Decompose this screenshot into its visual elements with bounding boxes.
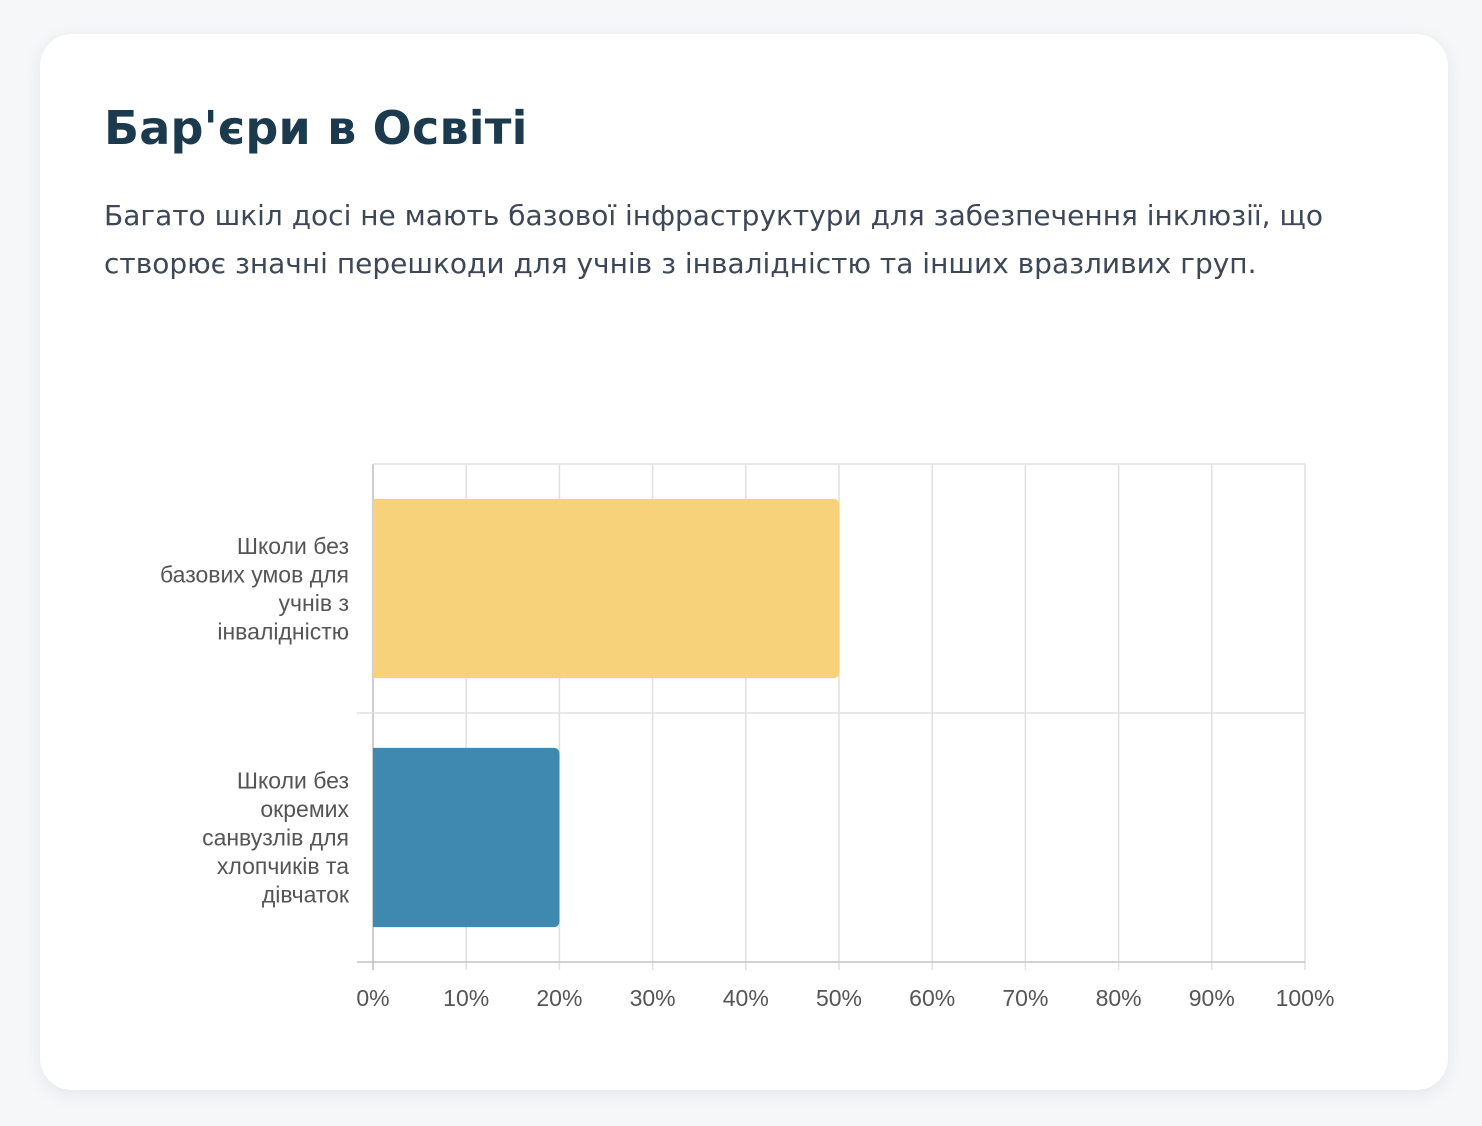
x-tick-label-70: 70% — [1002, 985, 1048, 1011]
x-tick-label-20: 20% — [536, 985, 582, 1011]
bar-2 — [373, 747, 560, 928]
card-description: Багато шкіл досі не мають базової інфрас… — [104, 199, 1323, 280]
category-label-line: базових умов для — [160, 561, 349, 587]
bar-1 — [373, 498, 839, 679]
x-tick-label-0: 0% — [356, 985, 389, 1011]
x-tick-label-30: 30% — [630, 985, 676, 1011]
category-label-1: Школи без базових умов для учнів з інвалідн… — [160, 533, 349, 645]
content-card: Бар'єри в Освіті Багато шкіл досі не маю… — [40, 34, 1448, 1090]
category-label-line: хлопчиків та — [217, 853, 349, 879]
card-title: Бар'єри в Освіті — [104, 101, 528, 155]
category-label-line: санвузлів для — [202, 825, 349, 851]
bar-chart: 0% 10% 20% 30% 40% 50% 60% 70% 80% 90% 100% Школи б… — [160, 463, 1335, 1011]
x-tick-label-40: 40% — [723, 985, 769, 1011]
category-label-line: учнів з — [279, 590, 349, 616]
category-label-line: дівчаток — [262, 882, 350, 908]
category-label-line: окремих — [260, 796, 349, 822]
category-label-line: інвалідністю — [217, 618, 349, 644]
category-label-2: Школи без окремих санвузлів для хлопчиків т… — [202, 768, 350, 908]
x-tick-label-50: 50% — [816, 985, 862, 1011]
x-tick-label-60: 60% — [909, 985, 955, 1011]
x-tick-label-10: 10% — [443, 985, 489, 1011]
x-tick-label-80: 80% — [1096, 985, 1142, 1011]
x-tick-label-90: 90% — [1189, 985, 1235, 1011]
category-label-line: Школи без — [237, 533, 349, 559]
category-label-line: Школи без — [237, 768, 349, 794]
x-tick-label-100: 100% — [1276, 985, 1335, 1011]
